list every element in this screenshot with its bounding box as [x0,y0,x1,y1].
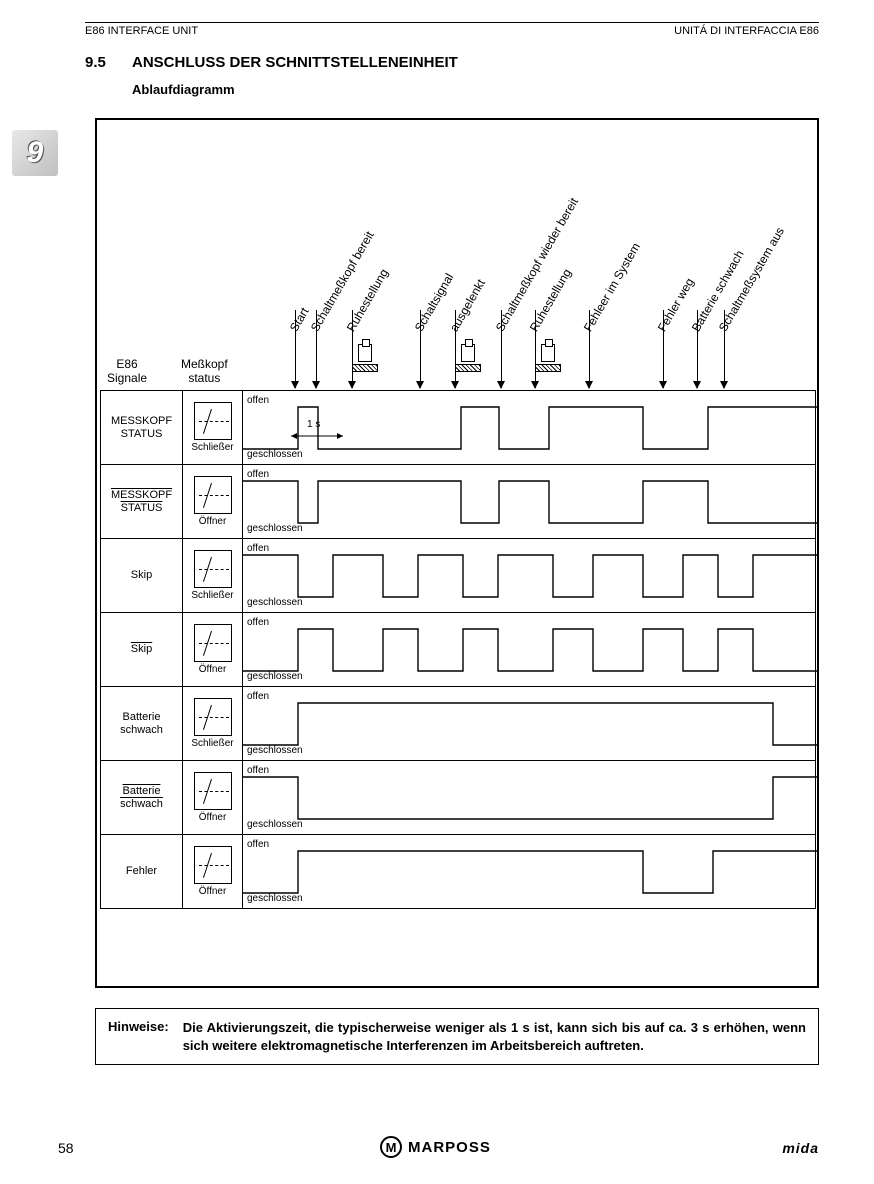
waveform-cell: offengeschlossen [243,465,815,538]
signal-name: Batterieschwach [101,687,183,760]
event-arrow-icon [724,310,725,388]
receiver-base-icon [352,364,378,372]
brand-name: MARPOSS [408,1139,491,1156]
brand-logo-icon: M [380,1136,402,1158]
signal-row: Batterieschwach Öffner offengeschlossen [101,761,815,835]
event-arrow-icon [589,310,590,388]
section-subtitle: Ablaufdiagramm [132,82,235,97]
note-label: Hinweise: [108,1019,169,1054]
event-label: Schaltmeßkopf bereit [308,229,377,334]
waveform-cell: offengeschlossen1 s [243,391,815,464]
relay-icon [194,846,232,884]
signal-row: MESSKOPFSTATUS Öffner offengeschlossen [101,465,815,539]
event-arrow-icon [501,310,502,388]
receiver-icon [358,344,372,362]
relay-icon [194,476,232,514]
section-title: ANSCHLUSS DER SCHNITTSTELLENEINHEIT [132,54,458,71]
relay-icon [194,624,232,662]
relay-type-label: Öffner [199,886,227,897]
product-name: mida [782,1140,819,1156]
waveform-cell: offengeschlossen [243,539,815,612]
receiver-base-icon [455,364,481,372]
col-header-signals: E86Signale [107,358,147,386]
signal-row: Skip Schließer offengeschlossen [101,539,815,613]
relay-icon-cell: Schließer [183,391,243,464]
relay-icon-cell: Öffner [183,613,243,686]
chapter-tab: 9 [12,130,58,176]
event-arrow-icon [352,310,353,388]
signal-name: Fehler [101,835,183,908]
relay-type-label: Schließer [191,442,233,453]
waveform-icon [243,687,817,761]
waveform-cell: offengeschlossen [243,687,815,760]
relay-icon-cell: Schließer [183,539,243,612]
waveform-cell: offengeschlossen [243,613,815,686]
signal-name: Skip [101,539,183,612]
signal-name: Batterieschwach [101,761,183,834]
relay-icon [194,550,232,588]
diagram-frame: E86Signale Meßkopfstatus StartSchaltmeßk… [95,118,819,988]
relay-type-label: Schließer [191,738,233,749]
relay-icon-cell: Schließer [183,687,243,760]
waveform-icon [243,539,817,613]
relay-icon-cell: Öffner [183,465,243,538]
event-arrow-icon [663,310,664,388]
signal-name: MESSKOPFSTATUS [101,391,183,464]
header-left: E86 INTERFACE UNIT [85,25,198,37]
signal-row: Fehler Öffner offengeschlossen [101,835,815,909]
signal-name: Skip [101,613,183,686]
relay-icon [194,402,232,440]
event-arrow-icon [535,310,536,388]
relay-type-label: Öffner [199,516,227,527]
section-number: 9.5 [85,54,106,71]
relay-icon [194,772,232,810]
event-arrow-icon [316,310,317,388]
header-right: UNITÁ DI INTERFACCIA E86 [674,25,819,37]
note-box: Hinweise: Die Aktivierungszeit, die typi… [95,1008,819,1065]
event-label: Fehleer im System [581,240,643,334]
waveform-cell: offengeschlossen [243,761,815,834]
page-header: E86 INTERFACE UNIT UNITÁ DI INTERFACCIA … [85,22,819,37]
event-arrow-icon [455,310,456,388]
event-arrow-icon [295,310,296,388]
waveform-cell: offengeschlossen [243,835,815,908]
relay-icon-cell: Öffner [183,761,243,834]
event-arrow-icon [697,310,698,388]
waveform-icon [243,761,817,835]
waveform-icon [243,465,817,539]
relay-type-label: Schließer [191,590,233,601]
signal-name: MESSKOPFSTATUS [101,465,183,538]
col-header-status: Meßkopfstatus [181,358,228,386]
event-label: ausgelenkt [447,277,488,334]
dimension-arrow-icon [287,429,347,443]
signal-row: Skip Öffner offengeschlossen [101,613,815,687]
relay-icon-cell: Öffner [183,835,243,908]
relay-icon [194,698,232,736]
receiver-icon [541,344,555,362]
page-number: 58 [58,1140,74,1156]
event-label: Start [287,305,312,334]
signal-row: Batterieschwach Schließer offengeschlossen [101,687,815,761]
note-text: Die Aktivierungszeit, die typischerweise… [183,1019,806,1054]
waveform-icon [243,613,817,687]
event-arrow-icon [420,310,421,388]
waveform-icon [243,391,817,465]
signal-grid: MESSKOPFSTATUS Schließer offengeschlossen1… [100,390,816,909]
waveform-icon [243,835,817,909]
relay-type-label: Öffner [199,664,227,675]
receiver-base-icon [535,364,561,372]
signal-row: MESSKOPFSTATUS Schließer offengeschlossen1… [101,391,815,465]
relay-type-label: Öffner [199,812,227,823]
receiver-icon [461,344,475,362]
